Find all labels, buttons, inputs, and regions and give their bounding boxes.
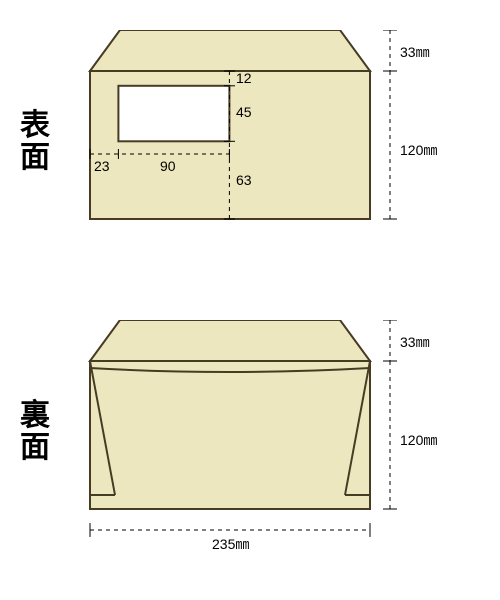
back-label-text: 裏面	[20, 399, 50, 464]
back-envelope-svg	[80, 320, 480, 580]
dim-flap-front: 33㎜	[400, 42, 430, 62]
back-flap	[90, 320, 370, 361]
dim-height-back: 120㎜	[400, 430, 437, 450]
dim-win-w: 90	[160, 158, 176, 174]
dim-win-left: 23	[94, 158, 110, 174]
dim-win-h: 45	[236, 104, 252, 120]
dim-width: 235㎜	[208, 534, 253, 554]
back-label: 裏面	[18, 400, 52, 463]
front-window	[118, 86, 229, 142]
front-envelope-diagram: 12 45 63 23 90 33㎜ 120㎜	[80, 30, 480, 270]
back-envelope-diagram: 33㎜ 120㎜ 235㎜	[80, 320, 480, 580]
dim-flap-back: 33㎜	[400, 332, 430, 352]
dim-win-bottom: 63	[236, 172, 252, 188]
back-body	[90, 361, 370, 509]
dim-win-top: 12	[236, 70, 252, 86]
front-label: 表面	[18, 110, 52, 173]
dim-height-front: 120㎜	[400, 140, 437, 160]
front-flap	[90, 30, 370, 71]
front-label-text: 表面	[20, 109, 50, 174]
